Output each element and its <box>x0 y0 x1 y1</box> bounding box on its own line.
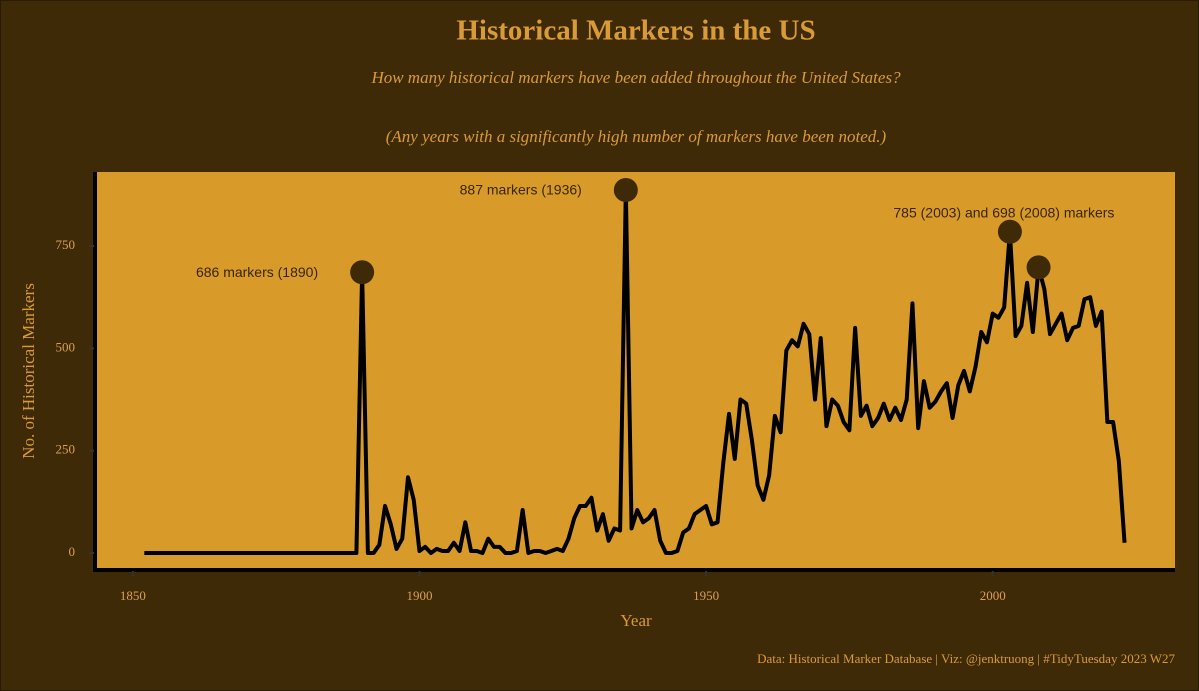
annotation: 785 (2003) and 698 (2008) markers <box>893 204 1114 220</box>
highlight-point <box>1026 255 1051 280</box>
subtitle: How many historical markers have been ad… <box>370 68 901 87</box>
y-tick-label: 500 <box>56 339 76 354</box>
highlight-point <box>350 260 375 285</box>
data-line <box>144 188 1127 556</box>
x-tick-label: 1900 <box>406 588 432 603</box>
x-tick-label: 1850 <box>120 588 146 603</box>
annotation: 887 markers (1936) <box>460 182 582 198</box>
chart-title: Historical Markers in the US <box>456 15 815 47</box>
highlight-point <box>613 178 638 203</box>
annotation: 686 markers (1890) <box>196 264 318 280</box>
y-tick-label: 0 <box>69 544 76 559</box>
caption: Data: Historical Marker Database | Viz: … <box>757 651 1175 666</box>
x-tick-label: 2000 <box>980 588 1006 603</box>
plot-area <box>95 172 1175 570</box>
x-tick-label: 1950 <box>693 588 719 603</box>
y-axis-title: No. of Historical Markers <box>19 283 38 459</box>
y-tick-label: 750 <box>56 237 76 252</box>
highlight-point <box>997 219 1022 244</box>
subtitle-note: (Any years with a significantly high num… <box>386 127 887 146</box>
x-axis-title: Year <box>620 611 652 630</box>
y-tick-label: 250 <box>56 442 76 457</box>
